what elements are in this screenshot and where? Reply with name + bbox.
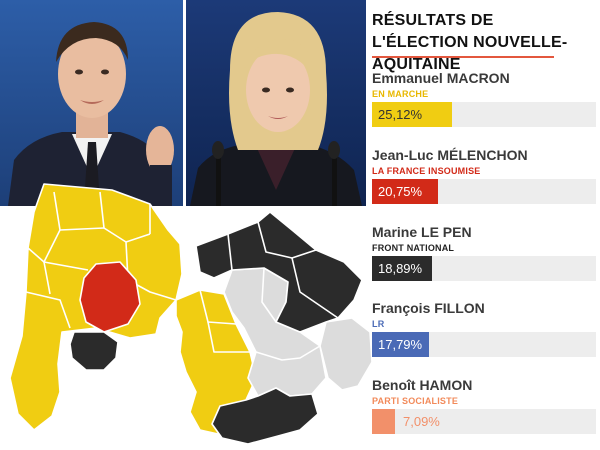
results-title: RÉSULTATS DE L'ÉLECTION NOUVELLE-AQUITAI… [372, 12, 568, 73]
result-bar-track: 18,89% [372, 256, 596, 281]
candidate-row: Emmanuel MACRON EN MARCHE 25,12% [372, 70, 600, 138]
candidate-party: EN MARCHE [372, 89, 429, 99]
candidate-party: FRONT NATIONAL [372, 243, 455, 253]
map-region-center [175, 289, 257, 435]
region-map [0, 182, 372, 450]
result-percent: 17,79% [378, 337, 423, 352]
le-pen-photo [186, 0, 366, 206]
result-bar-track: 20,75% [372, 179, 596, 204]
map-region-grey-east [319, 317, 372, 391]
candidate-name: Marine LE PEN [372, 224, 472, 240]
candidate-party: LR [372, 319, 385, 329]
candidate-row: Jean-Luc MÉLENCHON LA FRANCE INSOUMISE 2… [372, 147, 600, 215]
candidate-name: François FILLON [372, 300, 485, 316]
map-region-se-dark [211, 387, 319, 445]
candidate-row: François FILLON LR 17,79% [372, 300, 600, 368]
result-bar-fill [372, 179, 438, 204]
result-bar-track: 25,12% [372, 102, 596, 127]
result-percent: 20,75% [378, 184, 423, 199]
result-bar-track: 17,79% [372, 332, 596, 357]
map-region-red [79, 261, 141, 333]
candidate-party: PARTI SOCIALISTE [372, 396, 459, 406]
result-bar-fill [372, 409, 395, 434]
result-bar-fill [372, 256, 432, 281]
map-region-sw-dark [69, 331, 119, 371]
candidate-name: Emmanuel MACRON [372, 70, 510, 86]
candidate-row: Benoît HAMON PARTI SOCIALISTE 7,09% [372, 377, 600, 445]
result-bar-fill [372, 332, 429, 357]
candidate-name: Benoît HAMON [372, 377, 473, 393]
candidate-name: Jean-Luc MÉLENCHON [372, 147, 528, 163]
result-percent: 25,12% [378, 107, 423, 122]
result-bar-track: 7,09% [372, 409, 596, 434]
result-percent: 18,89% [378, 261, 423, 276]
results-panel: RÉSULTATS DE L'ÉLECTION NOUVELLE-AQUITAI… [372, 0, 600, 450]
candidate-row: Marine LE PEN FRONT NATIONAL 18,89% [372, 224, 600, 292]
result-bar-fill [372, 102, 452, 127]
result-percent: 7,09% [403, 414, 440, 429]
candidate-party: LA FRANCE INSOUMISE [372, 166, 481, 176]
map-region-ne-dark [195, 211, 363, 333]
title-underline [372, 56, 554, 58]
macron-photo [0, 0, 183, 206]
